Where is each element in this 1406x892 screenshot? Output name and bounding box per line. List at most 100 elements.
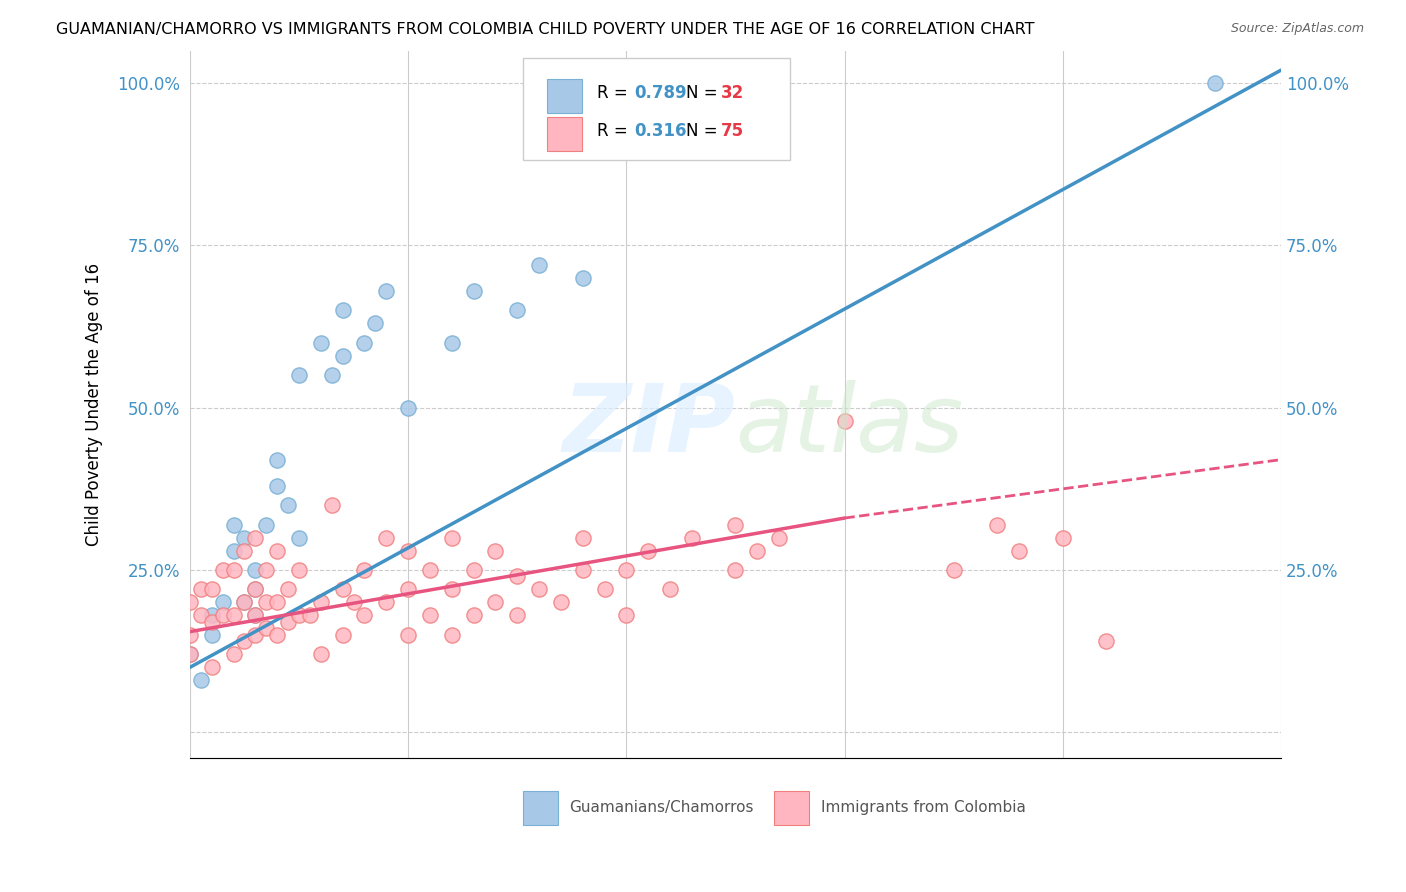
Point (364, 316, 387, 330)
Text: ZIP: ZIP (562, 380, 735, 472)
Point (506, 303, 529, 318)
Point (245, 628, 267, 642)
Point (637, 543, 659, 558)
Point (201, 615, 224, 629)
Point (222, 563, 245, 577)
Point (768, 531, 790, 545)
Point (1095, 634, 1118, 648)
Point (266, 628, 288, 642)
Point (571, 531, 593, 545)
Point (440, 628, 463, 642)
Point (309, 648, 332, 662)
Point (233, 634, 256, 648)
Point (298, 608, 321, 623)
Point (190, 608, 212, 623)
Point (233, 595, 256, 609)
Point (332, 303, 354, 318)
Point (332, 582, 354, 597)
Point (190, 582, 212, 597)
Text: Source: ZipAtlas.com: Source: ZipAtlas.com (1230, 22, 1364, 36)
Point (463, 284, 485, 298)
Point (375, 284, 398, 298)
Text: 75: 75 (721, 122, 744, 140)
Point (1205, 76, 1227, 90)
Text: 0.789: 0.789 (634, 84, 686, 102)
Point (179, 648, 201, 662)
Text: N =: N = (686, 84, 723, 102)
Point (571, 563, 593, 577)
Point (245, 608, 267, 623)
Point (332, 349, 354, 363)
FancyBboxPatch shape (523, 791, 558, 825)
Point (353, 335, 375, 350)
Point (659, 582, 682, 597)
Point (484, 543, 506, 558)
Point (222, 517, 245, 532)
Point (396, 401, 419, 415)
Point (266, 478, 288, 492)
Point (254, 595, 277, 609)
Point (201, 608, 224, 623)
Point (396, 582, 419, 597)
Point (440, 582, 463, 597)
Point (245, 531, 267, 545)
Point (179, 628, 201, 642)
Point (254, 563, 277, 577)
Point (463, 608, 485, 623)
Point (321, 498, 343, 512)
Point (614, 563, 637, 577)
Point (288, 608, 311, 623)
Point (201, 582, 224, 597)
Point (201, 628, 224, 642)
FancyBboxPatch shape (773, 791, 808, 825)
Point (571, 271, 593, 285)
Point (1008, 543, 1031, 558)
Point (309, 335, 332, 350)
Point (254, 517, 277, 532)
Point (179, 648, 201, 662)
FancyBboxPatch shape (523, 58, 790, 161)
Point (593, 582, 616, 597)
Point (179, 595, 201, 609)
Point (254, 621, 277, 635)
Point (614, 608, 637, 623)
Point (266, 595, 288, 609)
Point (375, 595, 398, 609)
FancyBboxPatch shape (547, 79, 582, 113)
Point (342, 595, 364, 609)
Point (211, 595, 233, 609)
Point (986, 517, 1008, 532)
Point (277, 582, 299, 597)
Point (353, 608, 375, 623)
Text: 0.316: 0.316 (634, 122, 686, 140)
Point (233, 543, 256, 558)
Point (266, 452, 288, 467)
Text: R =: R = (598, 122, 633, 140)
Point (233, 531, 256, 545)
Point (484, 595, 506, 609)
Point (419, 563, 441, 577)
Point (375, 531, 398, 545)
Point (440, 335, 463, 350)
Point (245, 563, 267, 577)
Text: GUAMANIAN/CHAMORRO VS IMMIGRANTS FROM COLOMBIA CHILD POVERTY UNDER THE AGE OF 16: GUAMANIAN/CHAMORRO VS IMMIGRANTS FROM CO… (56, 22, 1035, 37)
Point (277, 615, 299, 629)
Point (681, 531, 703, 545)
Point (550, 595, 572, 609)
Point (288, 368, 311, 383)
Point (834, 414, 856, 428)
Point (527, 582, 550, 597)
Point (396, 628, 419, 642)
Text: Guamanians/Chamorros: Guamanians/Chamorros (569, 800, 754, 815)
Point (419, 608, 441, 623)
Point (332, 628, 354, 642)
Point (190, 673, 212, 688)
Point (233, 595, 256, 609)
Point (396, 543, 419, 558)
Point (440, 531, 463, 545)
Point (353, 563, 375, 577)
Text: N =: N = (686, 122, 723, 140)
Point (211, 563, 233, 577)
Point (724, 563, 747, 577)
Point (245, 582, 267, 597)
